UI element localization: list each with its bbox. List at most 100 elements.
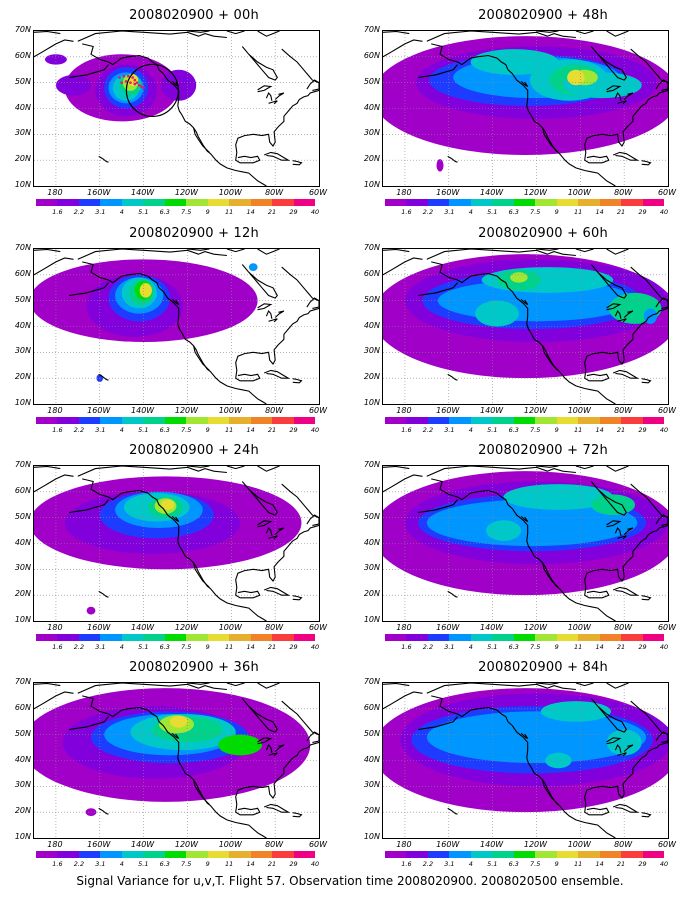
color-scale-label: 6.3 [159, 426, 170, 434]
coastline [447, 373, 458, 381]
color-scale-label: 14 [246, 860, 255, 868]
variance-contour [248, 263, 258, 271]
color-scale-swatch [556, 199, 579, 206]
flight-track-point [137, 83, 141, 87]
variance-map [33, 30, 320, 187]
coastline [520, 515, 529, 522]
lat-tick-label: 60N [363, 50, 380, 60]
color-scale-bar [36, 634, 316, 641]
coastline [536, 683, 559, 685]
coastline [226, 683, 245, 687]
lon-tick-label: 140W [480, 623, 504, 632]
coastline [193, 345, 210, 371]
coastline [630, 266, 668, 302]
color-scale-swatch [599, 851, 622, 858]
color-scale-label: 3.1 [444, 426, 455, 434]
lon-tick-label: 180 [47, 623, 63, 632]
color-scale-swatch [535, 634, 557, 641]
coastline [257, 520, 273, 528]
color-scale-label: 3.1 [95, 426, 106, 434]
color-scale-swatch [207, 634, 230, 641]
color-scale-swatch [143, 417, 165, 424]
color-scale-label: 29 [289, 860, 298, 868]
figure-caption: Signal Variance for u,v,T. Flight 57. Ob… [76, 874, 624, 888]
lat-tick-label: 20N [363, 589, 380, 599]
color-scale-swatch [642, 199, 665, 206]
lon-tick-label: 180 [47, 188, 63, 197]
color-scale-label: 11 [225, 426, 234, 434]
flight-track-point [131, 76, 134, 79]
lat-tick-label: 60N [363, 268, 380, 278]
coastline [606, 249, 629, 255]
color-scale-bar [385, 634, 665, 641]
color-scale-label: 40 [659, 860, 669, 868]
color-scale-swatch [121, 417, 144, 424]
coastline [281, 48, 319, 84]
lat-tick-label: 10N [14, 832, 31, 841]
flight-track-point [135, 81, 139, 84]
coastline [235, 524, 319, 599]
color-scale-swatch [36, 417, 58, 424]
color-scale-label: 40 [310, 860, 320, 868]
color-scale-swatch [492, 634, 514, 641]
coastline [542, 562, 559, 588]
coastline [614, 743, 622, 753]
color-scale-label: 5.1 [138, 860, 149, 868]
color-scale-swatch [449, 634, 471, 641]
coastline [77, 249, 227, 260]
color-scale-swatch [599, 634, 622, 641]
color-scale-swatch [470, 417, 493, 424]
color-scale-label: 1.6 [52, 643, 63, 651]
coastline [34, 249, 61, 253]
coastline [655, 514, 668, 526]
coastline [606, 466, 629, 472]
lon-tick-label: 140W [131, 406, 155, 415]
color-scale-label: 2.2 [73, 643, 85, 651]
color-scale-label: 5.1 [487, 860, 498, 868]
panel-title: 2008020900 + 12h [129, 226, 259, 241]
coastline [82, 695, 267, 838]
forecast-panel: 2008020900 + 72h 70N 60N 50N 40N 30N 20N 10N 180… [364, 443, 700, 659]
coastline [575, 466, 594, 470]
color-scale-label: 40 [659, 643, 669, 651]
color-scale-label: 7.5 [181, 643, 192, 651]
color-scale-swatch [470, 634, 493, 641]
coastline [265, 91, 273, 101]
coastline [630, 700, 668, 736]
lon-tick-label: 140W [480, 406, 504, 415]
coastline [263, 369, 291, 379]
color-scale-label: 11 [574, 426, 583, 434]
lat-tick-label: 40N [14, 537, 31, 547]
coastline [187, 466, 210, 468]
color-scale-swatch [535, 851, 557, 858]
lat-tick-label: 50N [14, 728, 31, 738]
lon-tick-label: 120W [523, 840, 548, 849]
coastline [617, 318, 627, 323]
coastline [187, 249, 210, 251]
coastline [630, 483, 668, 519]
color-scale-swatch [100, 634, 122, 641]
color-scale-swatch [406, 417, 428, 424]
coastline [82, 261, 267, 404]
coastline [623, 310, 634, 318]
coastline [82, 43, 267, 186]
color-scale-label: 6.3 [159, 860, 170, 868]
color-scale-label: 14 [246, 643, 255, 651]
color-scale-swatch [293, 417, 316, 424]
coastline [235, 89, 319, 164]
color-scale-swatch [621, 851, 643, 858]
color-scale-swatch [250, 199, 273, 206]
coastline [226, 466, 245, 470]
color-scale-label: 4 [468, 208, 473, 216]
panel-title: 2008020900 + 36h [129, 660, 259, 675]
color-scale-swatch [164, 199, 187, 206]
coastline [281, 483, 319, 519]
lon-tick-label: 60W [308, 188, 328, 197]
coastline [263, 803, 291, 813]
flight-track-point [129, 81, 132, 84]
color-scale-swatch [449, 417, 471, 424]
coastline [383, 257, 423, 276]
lon-tick-label: 180 [396, 188, 412, 197]
coastline [536, 249, 559, 251]
color-scale-label: 4 [119, 208, 124, 216]
